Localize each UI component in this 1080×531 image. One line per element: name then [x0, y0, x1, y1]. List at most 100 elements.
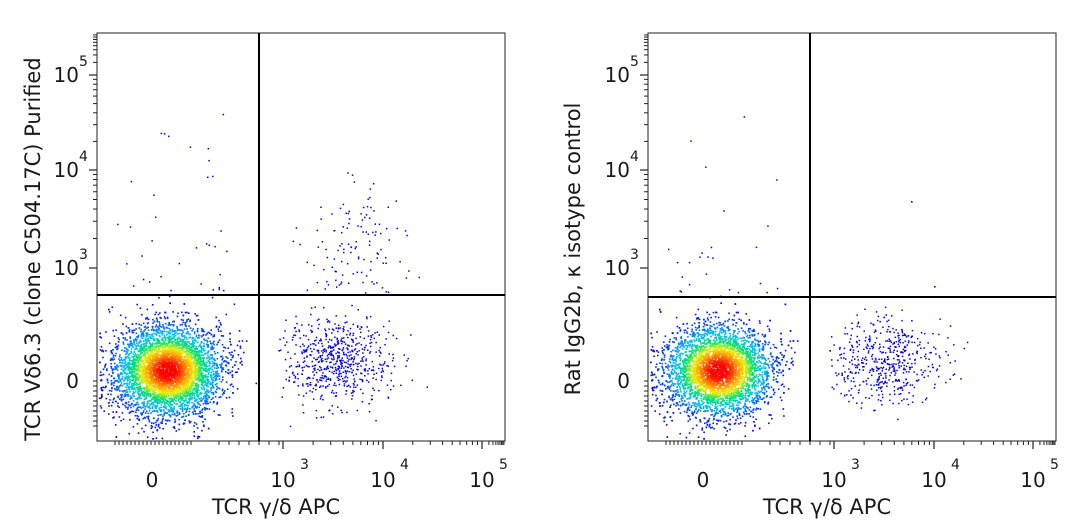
- event-dot: [126, 391, 129, 393]
- event-dot: [133, 351, 136, 354]
- event-dot: [149, 346, 152, 349]
- event-dot: [187, 390, 189, 393]
- event-dot: [196, 350, 198, 353]
- event-dot: [192, 405, 194, 407]
- event-dot: [139, 383, 141, 386]
- event-dot: [131, 343, 134, 345]
- event-dot: [142, 332, 145, 335]
- event-dot: [178, 423, 181, 426]
- event-dot: [210, 348, 212, 351]
- event-dot: [154, 372, 157, 375]
- event-dot: [152, 381, 154, 384]
- event-dot: [107, 413, 110, 415]
- event-dot: [131, 375, 133, 378]
- event-dot: [184, 323, 187, 326]
- event-dot: [216, 343, 218, 346]
- event-dot: [179, 349, 181, 352]
- event-dot: [169, 375, 171, 377]
- event-dot: [154, 383, 157, 385]
- event-dot: [176, 390, 178, 392]
- event-dot: [137, 403, 140, 406]
- event-dot: [151, 362, 153, 364]
- event-dot: [154, 410, 156, 412]
- event-dot: [132, 375, 134, 378]
- event-dot: [203, 379, 205, 382]
- event-dot: [102, 386, 105, 389]
- event-dot: [136, 336, 138, 338]
- event-dot: [140, 328, 142, 331]
- event-dot: [120, 364, 123, 367]
- event-dot: [150, 403, 153, 406]
- event-dot: [134, 368, 136, 370]
- event-dot: [199, 378, 202, 380]
- event-dot: [168, 365, 170, 368]
- event-dot: [160, 357, 163, 360]
- event-dot: [123, 383, 125, 385]
- event-dot: [175, 396, 177, 399]
- event-dot: [179, 408, 182, 410]
- event-dot: [112, 398, 115, 401]
- event-dot: [222, 357, 224, 360]
- event-dot: [198, 415, 201, 418]
- event-dot: [128, 344, 130, 347]
- event-dot: [197, 362, 200, 365]
- event-dot: [166, 344, 169, 347]
- event-dot: [199, 370, 201, 372]
- event-dot: [153, 374, 155, 376]
- event-dot: [116, 348, 119, 350]
- event-dot: [167, 354, 169, 357]
- event-dot: [124, 395, 127, 398]
- event-dot: [133, 374, 136, 377]
- event-dot: [204, 418, 206, 421]
- event-dot: [161, 331, 164, 333]
- event-dot: [184, 367, 187, 370]
- event-dot: [182, 402, 185, 404]
- event-dot: [205, 369, 208, 372]
- event-dot: [196, 330, 199, 333]
- event-dot: [211, 376, 213, 379]
- event-dot: [164, 397, 166, 400]
- event-dot: [192, 380, 195, 382]
- event-dot: [99, 397, 101, 400]
- event-dot: [124, 358, 126, 360]
- event-dot: [210, 343, 213, 345]
- event-dot: [174, 355, 177, 358]
- event-dot: [191, 392, 194, 394]
- event-dot: [172, 367, 175, 370]
- event-dot: [193, 331, 196, 333]
- event-dot: [184, 322, 187, 324]
- event-dot: [145, 327, 148, 329]
- event-dot: [140, 381, 142, 383]
- event-dot: [163, 375, 166, 377]
- event-dot: [101, 396, 103, 398]
- event-dot: [147, 334, 149, 336]
- event-dot: [207, 331, 210, 334]
- event-dot: [153, 357, 155, 360]
- event-dot: [180, 373, 182, 376]
- event-dot: [191, 339, 194, 342]
- event-dot: [158, 408, 161, 411]
- event-dot: [200, 346, 203, 349]
- event-dot: [122, 343, 125, 345]
- event-dot: [142, 392, 144, 395]
- event-dot: [155, 348, 158, 351]
- event-dot: [192, 346, 194, 348]
- event-dot: [116, 387, 118, 389]
- event-dot: [156, 326, 159, 328]
- event-dot: [188, 360, 191, 363]
- event-dot: [182, 367, 184, 370]
- event-dot: [200, 345, 202, 347]
- event-dot: [160, 372, 162, 375]
- event-dot: [173, 387, 175, 390]
- event-dot: [211, 360, 214, 363]
- event-dot: [151, 373, 153, 376]
- event-dot: [143, 343, 145, 345]
- event-dot: [140, 365, 143, 368]
- event-dot: [136, 348, 138, 350]
- event-dot: [229, 338, 231, 340]
- event-dot: [112, 381, 115, 384]
- event-dot: [120, 368, 123, 370]
- event-dot: [188, 355, 190, 357]
- event-dot: [142, 378, 145, 381]
- event-dot: [161, 351, 164, 354]
